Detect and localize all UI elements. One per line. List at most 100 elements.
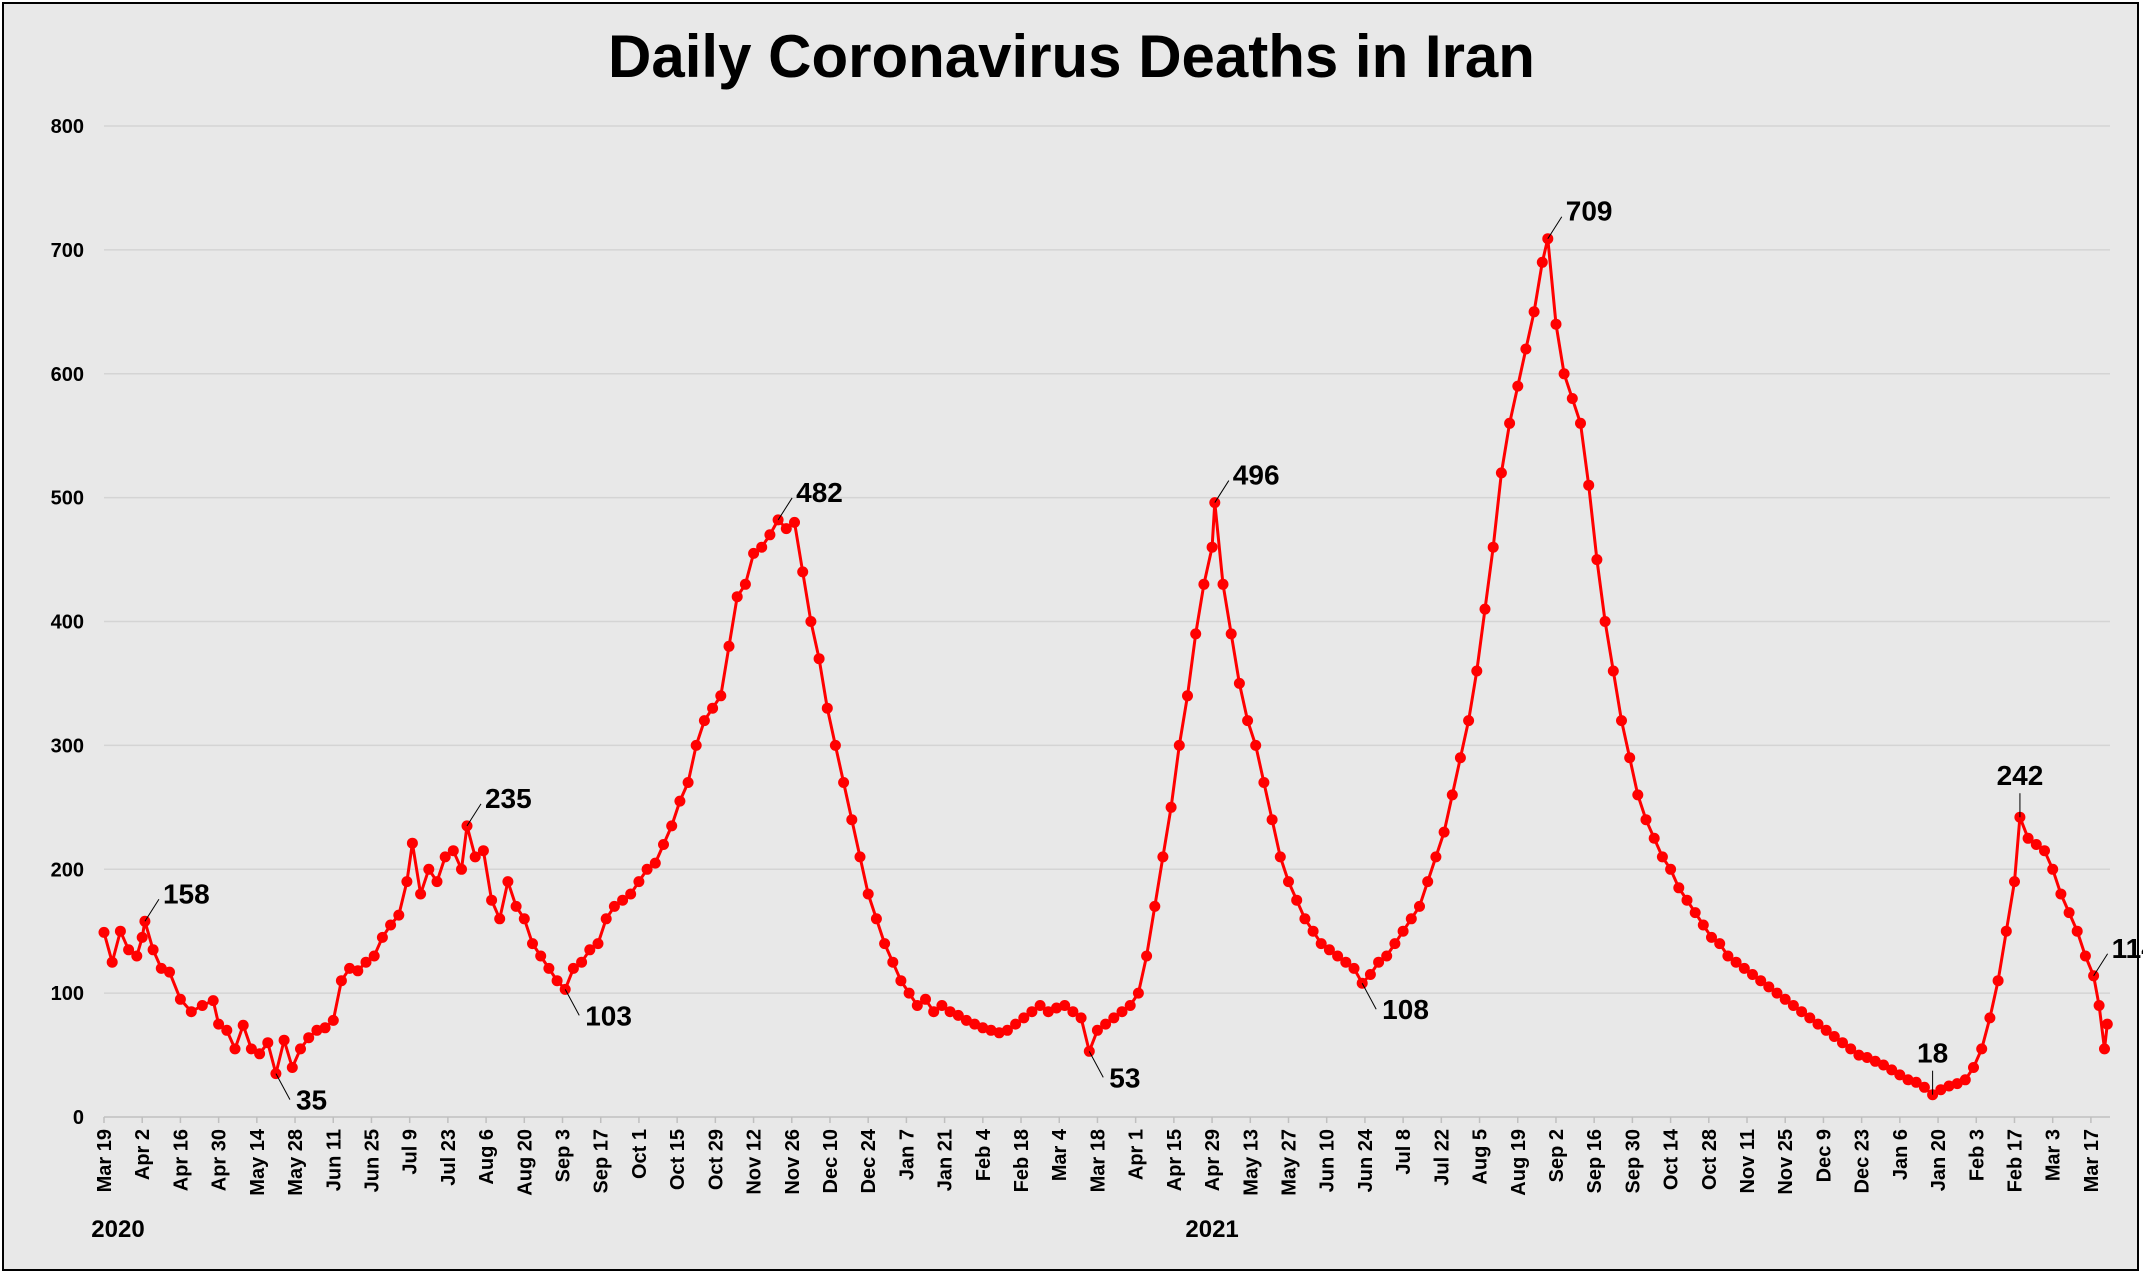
data-point [1616,715,1627,727]
x-tick-label: Aug 6 [476,1129,498,1185]
data-point [254,1048,266,1060]
data-point [1438,826,1450,838]
data-point [237,1019,249,1031]
data-point [870,913,882,925]
data-point [518,913,530,925]
x-tick-label: May 13 [1240,1129,1262,1196]
data-point [641,863,653,875]
data-point [2101,1018,2113,1030]
data-point [245,1043,257,1055]
data-point [1083,1045,1095,1057]
data-point [862,888,874,900]
data-point [1010,1018,1022,1030]
data-point [1258,777,1270,788]
x-tick-label: Dec 10 [820,1129,842,1194]
data-point [969,1018,981,1030]
data-point [502,876,514,888]
data-point [821,702,833,714]
data-point [1878,1059,1889,1071]
data-point [1673,882,1685,894]
data-point [1381,950,1393,962]
x-tick-label: Jul 22 [1431,1129,1453,1186]
data-point [813,653,825,665]
data-point [1108,1012,1120,1024]
annotation-leader [777,497,793,521]
data-point [739,578,751,590]
x-tick-label: Dec 23 [1852,1129,1874,1194]
data-point [1190,628,1202,640]
data-point [2009,876,2020,888]
data-point [1233,677,1245,689]
x-tick-label: Oct 28 [1699,1129,1721,1190]
annotation-leader [1547,216,1563,239]
data-point [1504,417,1516,429]
data-point [829,739,841,751]
data-point [1722,950,1734,962]
data-point [911,1000,923,1011]
data-point [196,1000,208,1011]
data-point [477,845,489,857]
data-point [1266,814,1278,826]
data-point [327,1014,339,1026]
data-point [2099,1043,2110,1055]
x-tick-label: May 14 [247,1128,269,1196]
data-point [1422,876,1434,888]
data-point [1463,715,1475,727]
x-tick-label: Jul 23 [438,1129,460,1186]
data-point [147,944,159,956]
data-point [1910,1076,1922,1088]
y-tick-label: 200 [51,859,84,881]
data-point [1918,1081,1930,1093]
data-point [1471,665,1483,677]
data-point [131,950,143,962]
data-point [447,845,459,857]
data-point [1738,962,1750,974]
data-point [1242,715,1254,727]
y-tick-label: 700 [51,240,84,262]
data-point [1487,541,1499,553]
data-point [494,913,506,925]
data-point [1779,993,1791,1005]
annotation-label: 114 [2112,933,2143,964]
x-tick-label: Apr 1 [1126,1129,1148,1180]
data-point [1173,739,1185,751]
x-tick-label: Jun 24 [1355,1128,1377,1192]
data-point [1583,479,1595,491]
data-point [123,944,135,956]
data-point [2039,845,2050,857]
data-point [303,1032,315,1044]
x-tick-label: Apr 29 [1202,1129,1224,1191]
data-point [1656,851,1668,863]
data-point [559,983,571,995]
data-point [1755,975,1767,987]
y-tick-label: 300 [51,735,84,757]
data-point [2093,1000,2105,1011]
data-point [1026,1006,1038,1018]
data-point [185,1006,197,1018]
x-tick-label: Dec 9 [1813,1129,1835,1182]
year-label: 2021 [1185,1216,1238,1243]
data-point [439,851,451,863]
annotation-leader [564,989,580,1016]
x-tick-label: Mar 3 [2043,1129,2065,1181]
data-point [895,975,907,987]
x-tick-label: Sep 2 [1546,1129,1568,1182]
data-point [1165,801,1177,813]
x-tick-label: Jan 21 [935,1129,957,1191]
x-tick-label: Jan 7 [896,1129,918,1180]
data-point [278,1034,290,1046]
data-point [2047,863,2059,875]
data-point [1787,1000,1799,1011]
data-point [1804,1012,1816,1024]
data-point [887,956,899,968]
data-point [1373,956,1385,968]
data-point [368,950,380,962]
data-point [1894,1069,1906,1081]
data-point [600,913,612,925]
x-tick-label: Sep 30 [1622,1129,1644,1193]
data-point [1307,925,1319,937]
data-point [731,591,743,603]
data-point [854,851,866,863]
data-point [1706,931,1717,943]
annotation-label: 482 [796,477,843,508]
